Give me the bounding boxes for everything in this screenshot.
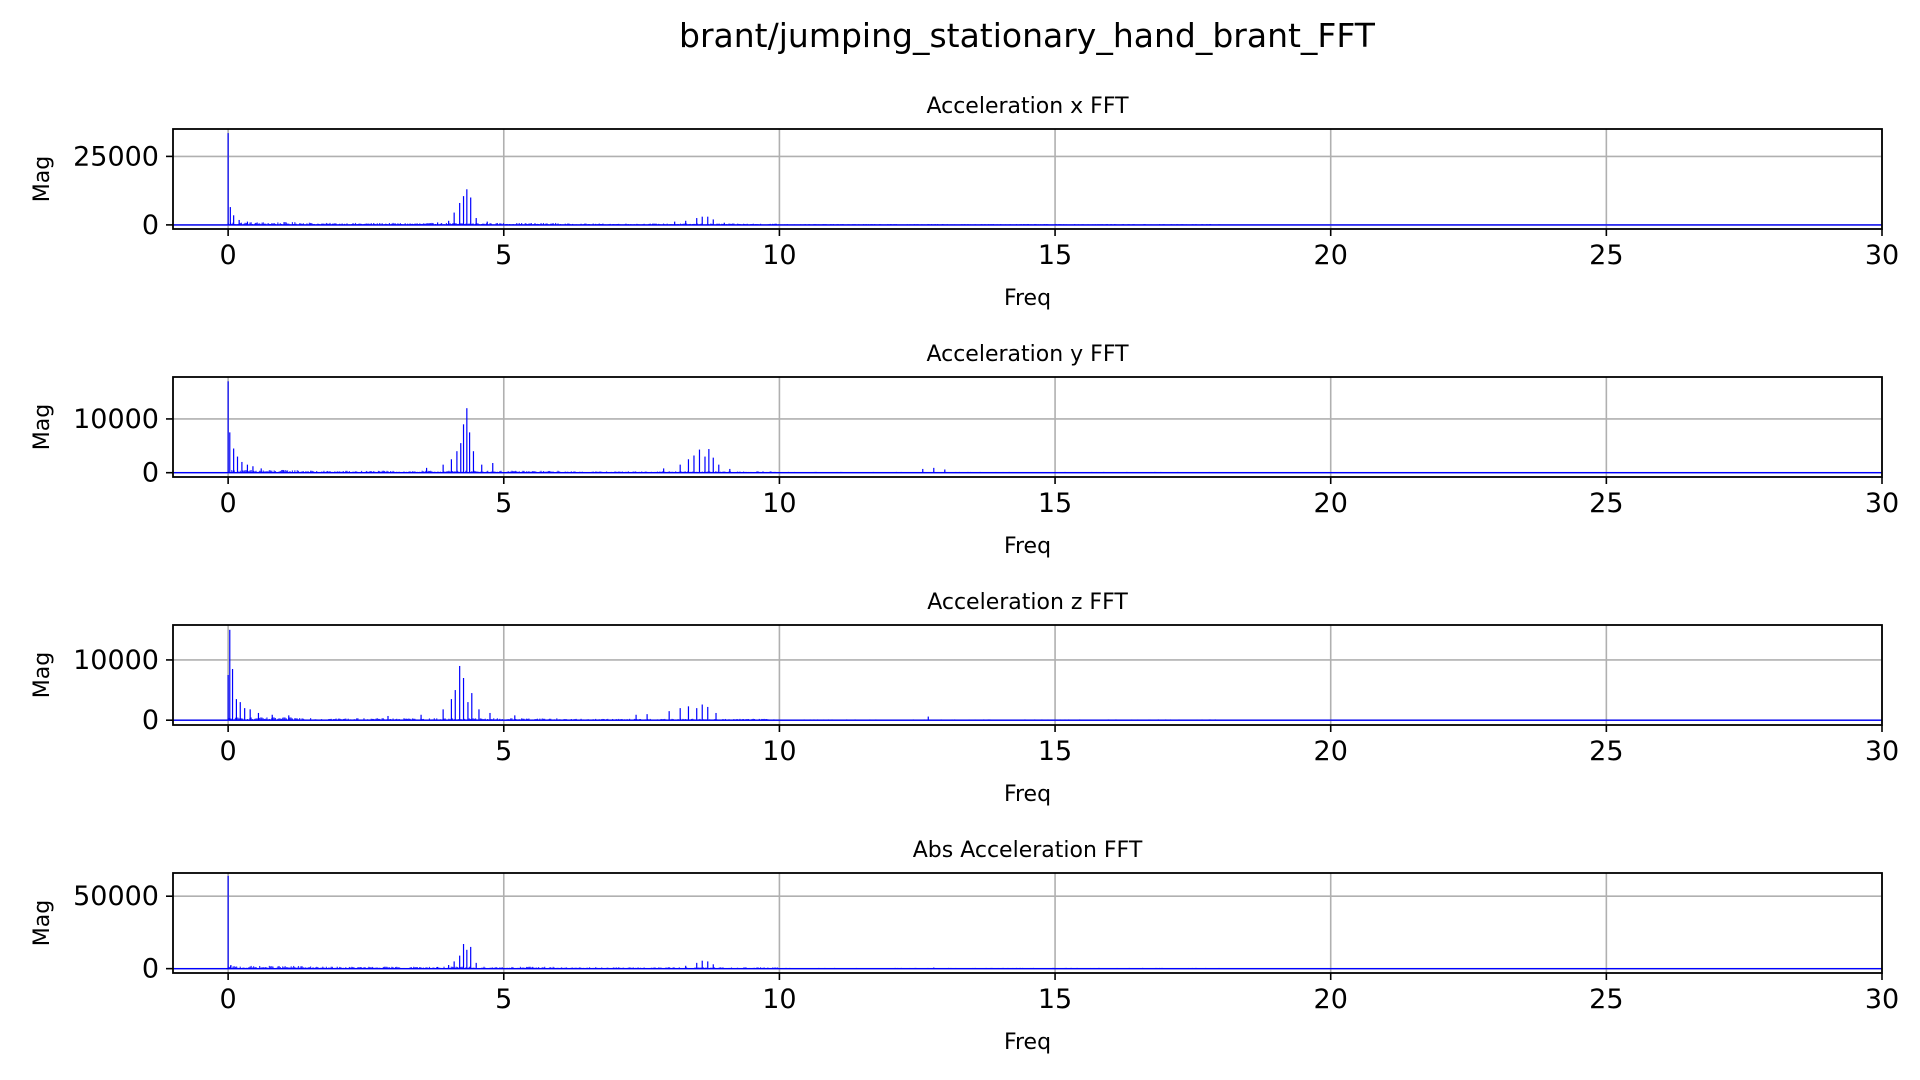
x-tick-label: 10 (762, 736, 796, 767)
x-tick-label: 0 (220, 736, 237, 767)
plot-area (173, 629, 1882, 721)
y-tick-label: 25000 (73, 141, 159, 172)
y-tick-label: 0 (142, 458, 159, 489)
x-tick-label: 25 (1589, 736, 1623, 767)
axes-frame (172, 128, 1883, 230)
axes-frame (172, 624, 1883, 726)
y-tick-label: 10000 (73, 645, 159, 676)
plot-area (173, 381, 1882, 474)
y-tick-label: 0 (142, 210, 159, 241)
subplot-1: Acceleration x FFT 0 5 10 15 20 25 30 0 25000 Freq… (30, 94, 1899, 311)
x-tick-label: 15 (1038, 488, 1072, 519)
y-tick-label: 0 (142, 954, 159, 985)
axes-frame (172, 872, 1883, 974)
subplot-title: Abs Acceleration FFT (913, 838, 1143, 863)
plot-area (173, 133, 1882, 226)
y-axis-label: Mag (30, 156, 55, 202)
peak-stems (227, 381, 946, 473)
x-tick-label: 25 (1589, 488, 1623, 519)
x-tick-label: 10 (762, 984, 796, 1015)
x-tick-label: 10 (762, 240, 796, 271)
peak-stems (227, 875, 935, 969)
subplot-title: Acceleration x FFT (926, 94, 1129, 119)
x-tick-label: 20 (1314, 984, 1348, 1015)
x-tick-label: 15 (1038, 736, 1072, 767)
x-tick-label: 15 (1038, 240, 1072, 271)
subplot-title: Acceleration y FFT (926, 342, 1129, 367)
subplot-title: Acceleration z FFT (927, 590, 1128, 615)
x-axis-label: Freq (1004, 1030, 1051, 1055)
x-tick-label: 10 (762, 488, 796, 519)
axes-frame (172, 376, 1883, 478)
x-tick-label: 0 (220, 240, 237, 271)
x-tick-label: 5 (495, 984, 512, 1015)
x-tick-label: 5 (495, 240, 512, 271)
x-tick-label: 0 (220, 984, 237, 1015)
x-tick-label: 25 (1589, 984, 1623, 1015)
subplot-4: Abs Acceleration FFT 0 5 10 15 20 25 30 0 50000 Fr… (30, 838, 1899, 1055)
x-tick-label: 0 (220, 488, 237, 519)
noise-floor (227, 965, 1221, 969)
x-tick-label: 15 (1038, 984, 1072, 1015)
x-tick-label: 20 (1314, 488, 1348, 519)
x-tick-label: 5 (495, 488, 512, 519)
x-axis-label: Freq (1004, 286, 1051, 311)
plot-area (173, 875, 1882, 970)
figure-suptitle: brant/jumping_stationary_hand_brant_FFT (679, 16, 1376, 55)
x-tick-label: 5 (495, 736, 512, 767)
y-axis-label: Mag (30, 652, 55, 698)
y-tick-label: 50000 (73, 881, 159, 912)
subplot-2: Acceleration y FFT 0 5 10 15 20 25 30 0 10000 Freq… (30, 342, 1899, 559)
x-tick-label: 25 (1589, 240, 1623, 271)
noise-floor (227, 469, 1221, 473)
peak-stems (227, 133, 725, 225)
x-tick-label: 30 (1865, 736, 1899, 767)
y-tick-label: 10000 (73, 404, 159, 435)
y-tick-label: 0 (142, 705, 159, 736)
y-axis-label: Mag (30, 404, 55, 450)
subplot-3: Acceleration z FFT 0 5 10 15 20 25 30 0 10000 Freq… (30, 590, 1899, 807)
x-axis-label: Freq (1004, 534, 1051, 559)
y-axis-label: Mag (30, 900, 55, 946)
x-tick-label: 30 (1865, 240, 1899, 271)
x-tick-label: 20 (1314, 240, 1348, 271)
peak-stems (227, 629, 929, 721)
x-tick-label: 30 (1865, 488, 1899, 519)
x-tick-label: 30 (1865, 984, 1899, 1015)
x-tick-label: 20 (1314, 736, 1348, 767)
x-axis-label: Freq (1004, 782, 1051, 807)
